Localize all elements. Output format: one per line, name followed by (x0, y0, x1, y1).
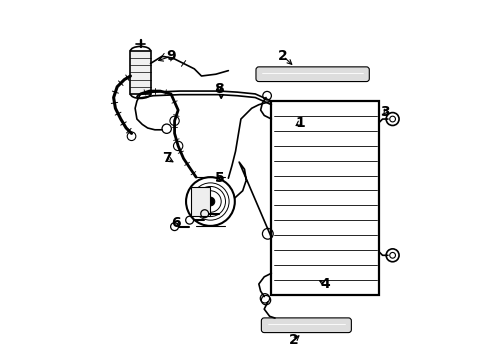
FancyBboxPatch shape (255, 67, 368, 82)
Bar (130, 51, 150, 94)
Text: 6: 6 (171, 216, 181, 230)
Text: 1: 1 (295, 116, 305, 130)
Bar (190, 187, 210, 216)
Circle shape (206, 197, 214, 206)
Text: 8: 8 (214, 82, 224, 95)
Text: 2: 2 (288, 333, 298, 347)
Text: 3: 3 (380, 105, 389, 119)
FancyBboxPatch shape (261, 318, 351, 333)
Text: 4: 4 (320, 277, 329, 291)
Text: 2: 2 (278, 49, 287, 63)
Text: 9: 9 (166, 49, 176, 63)
Text: 7: 7 (162, 152, 172, 166)
Text: 5: 5 (214, 171, 224, 185)
